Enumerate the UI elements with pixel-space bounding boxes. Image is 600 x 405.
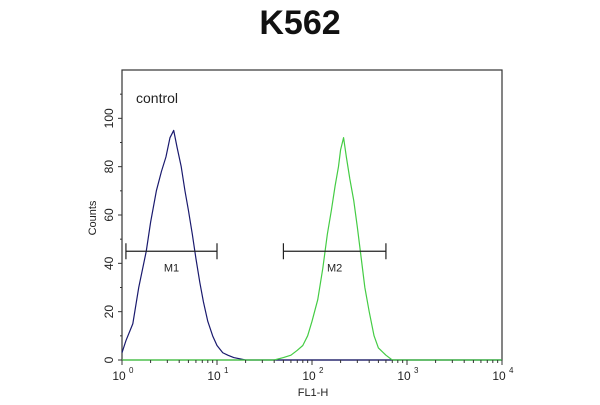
y-tick-label: 20 <box>102 305 116 319</box>
y-tick-label: 40 <box>102 256 116 270</box>
histogram-series-1 <box>121 129 502 361</box>
chart-title: K562 <box>259 4 340 42</box>
y-tick-label: 60 <box>102 208 116 222</box>
x-tick-label: 10 <box>112 369 126 383</box>
gate-m1-label: M1 <box>164 262 179 274</box>
y-axis-label: Counts <box>87 200 99 235</box>
x-tick-exponent: 3 <box>414 366 419 375</box>
gate-m2-label: M2 <box>327 262 342 274</box>
histogram-series-2 <box>122 137 502 361</box>
control-annotation: control <box>136 90 178 106</box>
y-tick-label: 0 <box>102 356 116 363</box>
x-tick-exponent: 2 <box>319 366 324 375</box>
x-tick-exponent: 1 <box>224 366 229 375</box>
x-tick-label: 10 <box>207 369 221 383</box>
x-tick-label: 10 <box>397 369 411 383</box>
y-tick-label: 100 <box>102 108 116 128</box>
x-tick-exponent: 4 <box>509 366 514 375</box>
x-axis-label: FL1-H <box>298 387 329 399</box>
x-tick-label: 10 <box>302 369 316 383</box>
gates-layer: M1 M2 <box>125 243 387 274</box>
y-tick-label: 80 <box>102 160 116 174</box>
plot-frame <box>121 69 503 361</box>
x-tick-exponent: 0 <box>129 366 134 375</box>
series-layer <box>121 129 502 361</box>
x-tick-label: 10 <box>492 369 506 383</box>
